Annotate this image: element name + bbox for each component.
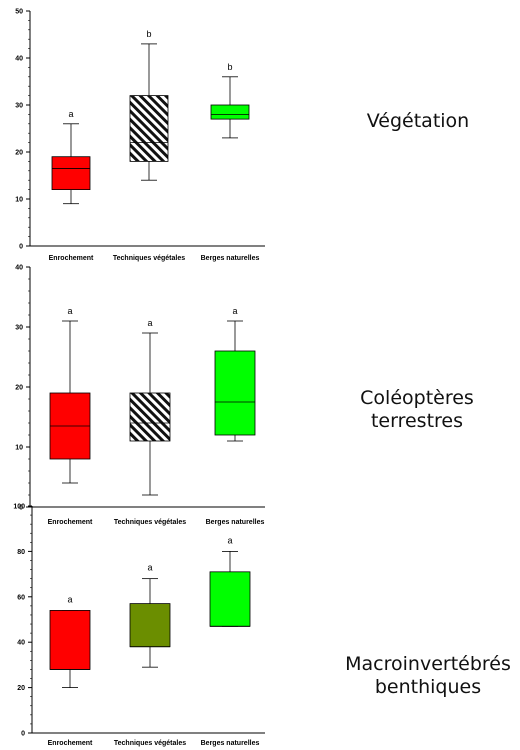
box-berges-naturelles: a	[209, 535, 251, 627]
box-enrochement: a	[49, 594, 91, 688]
category-label: Enrochement	[49, 255, 94, 262]
box-techniques-v-g-tales: a	[129, 563, 171, 668]
category-label: Techniques végétales	[114, 519, 186, 526]
y-tick-label: 20	[15, 385, 23, 392]
side-title-1: Végétation	[367, 110, 469, 132]
category-label: Berges naturelles	[206, 519, 265, 526]
significance-letter: b	[227, 62, 232, 72]
box-berges-naturelles: a	[214, 306, 256, 442]
box-iqr	[51, 156, 91, 190]
significance-letter: a	[67, 594, 72, 604]
box-enrochement: a	[49, 306, 91, 484]
charts-layer: 0 10 20 30 40 50 a b b Enrochement Techniques végé…	[13, 9, 265, 747]
category-label: Techniques végétales	[113, 255, 185, 262]
box-techniques-v-g-tales: a	[129, 318, 171, 496]
box-techniques-v-g-tales: b	[129, 29, 169, 181]
box-iqr	[49, 610, 91, 670]
significance-letter: a	[147, 318, 152, 328]
significance-letter: a	[227, 535, 232, 545]
y-tick-label: 40	[15, 56, 23, 63]
significance-letter: a	[147, 563, 152, 573]
y-tick-label: 10	[15, 197, 23, 204]
y-tick-label: 60	[17, 594, 25, 601]
y-tick-label: 0	[19, 244, 23, 251]
significance-letter: a	[232, 306, 237, 316]
y-tick-label: 20	[17, 685, 25, 692]
y-tick-label: 40	[15, 265, 23, 272]
box-iqr	[210, 104, 250, 120]
y-tick-label: 10	[15, 445, 23, 452]
significance-letter: a	[68, 109, 73, 119]
box-berges-naturelles: b	[210, 62, 250, 139]
y-tick-label: 0	[19, 505, 23, 512]
category-label: Berges naturelles	[201, 740, 260, 747]
side-title-2: Coléoptères terrestres	[360, 387, 474, 432]
y-tick-label: 30	[15, 103, 23, 110]
box-iqr	[129, 603, 171, 648]
chart-panel-1: 0 10 20 30 40 50 a b b Enrochement Techniques végé…	[15, 9, 265, 262]
y-tick-label: 100	[13, 504, 25, 511]
titles-layer: Végétation Coléoptères terrestres Macroinve…	[345, 110, 511, 698]
significance-letter: a	[67, 306, 72, 316]
chart-panel-3: 0 20 40 60 80 100 a a a Enrochement Techniques vég…	[13, 504, 265, 747]
y-tick-label: 50	[15, 9, 23, 16]
category-label: Berges naturelles	[201, 255, 260, 262]
chart-panel-2: 0 10 20 30 40 a a a Enrochement Techniques végéta…	[15, 265, 265, 526]
box-enrochement: a	[51, 109, 91, 205]
box-iqr	[209, 571, 251, 627]
box-iqr	[214, 350, 256, 436]
category-label: Techniques végétales	[114, 740, 186, 747]
y-tick-label: 80	[17, 549, 25, 556]
side-title-3: Macroinvertébrés benthiques	[345, 653, 511, 698]
y-tick-label: 0	[21, 731, 25, 738]
category-label: Enrochement	[48, 740, 93, 747]
significance-letter: b	[146, 29, 151, 39]
y-tick-label: 20	[15, 150, 23, 157]
category-label: Enrochement	[48, 519, 93, 526]
box-iqr	[129, 392, 171, 442]
y-tick-label: 40	[17, 640, 25, 647]
box-iqr	[129, 95, 169, 162]
y-tick-label: 30	[15, 325, 23, 332]
